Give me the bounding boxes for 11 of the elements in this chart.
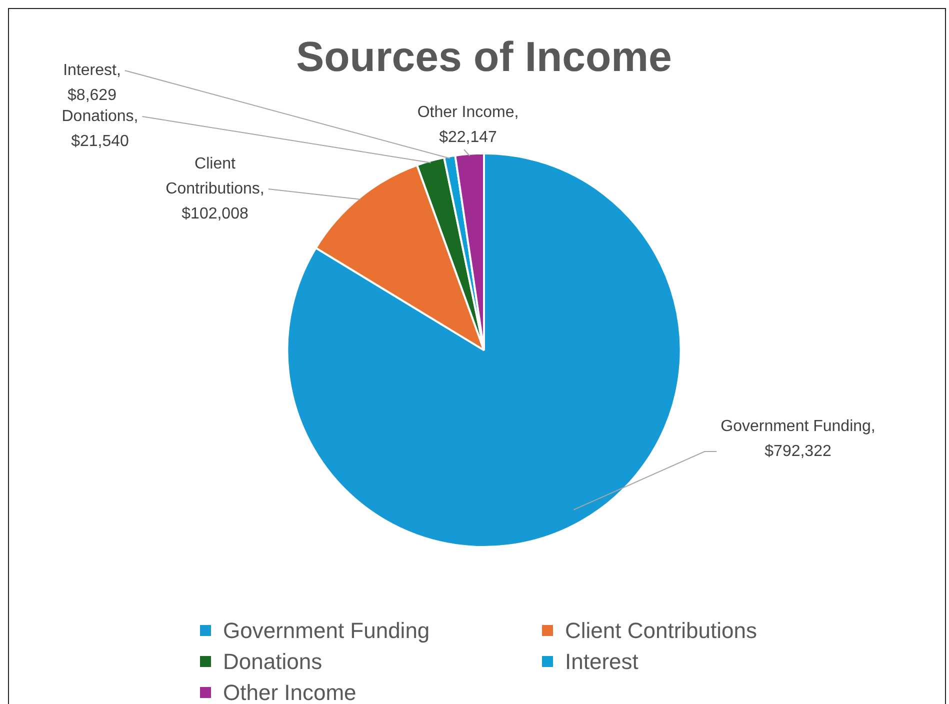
legend-label: Government Funding (223, 618, 430, 644)
legend-label: Interest (565, 648, 638, 674)
chart-title: Sources of Income (296, 32, 672, 80)
legend-label: Other Income (223, 680, 356, 704)
legend-label: Donations (223, 648, 322, 674)
data-label: Interest, $8,629 (63, 62, 121, 104)
legend-label: Client Contributions (565, 618, 757, 644)
data-label: Other Income, $22,147 (417, 104, 519, 146)
data-label: Client Contributions, $102,008 (166, 155, 264, 222)
data-label: Government Funding, $792,322 (720, 418, 876, 460)
data-label: Donations, $21,540 (62, 108, 138, 150)
